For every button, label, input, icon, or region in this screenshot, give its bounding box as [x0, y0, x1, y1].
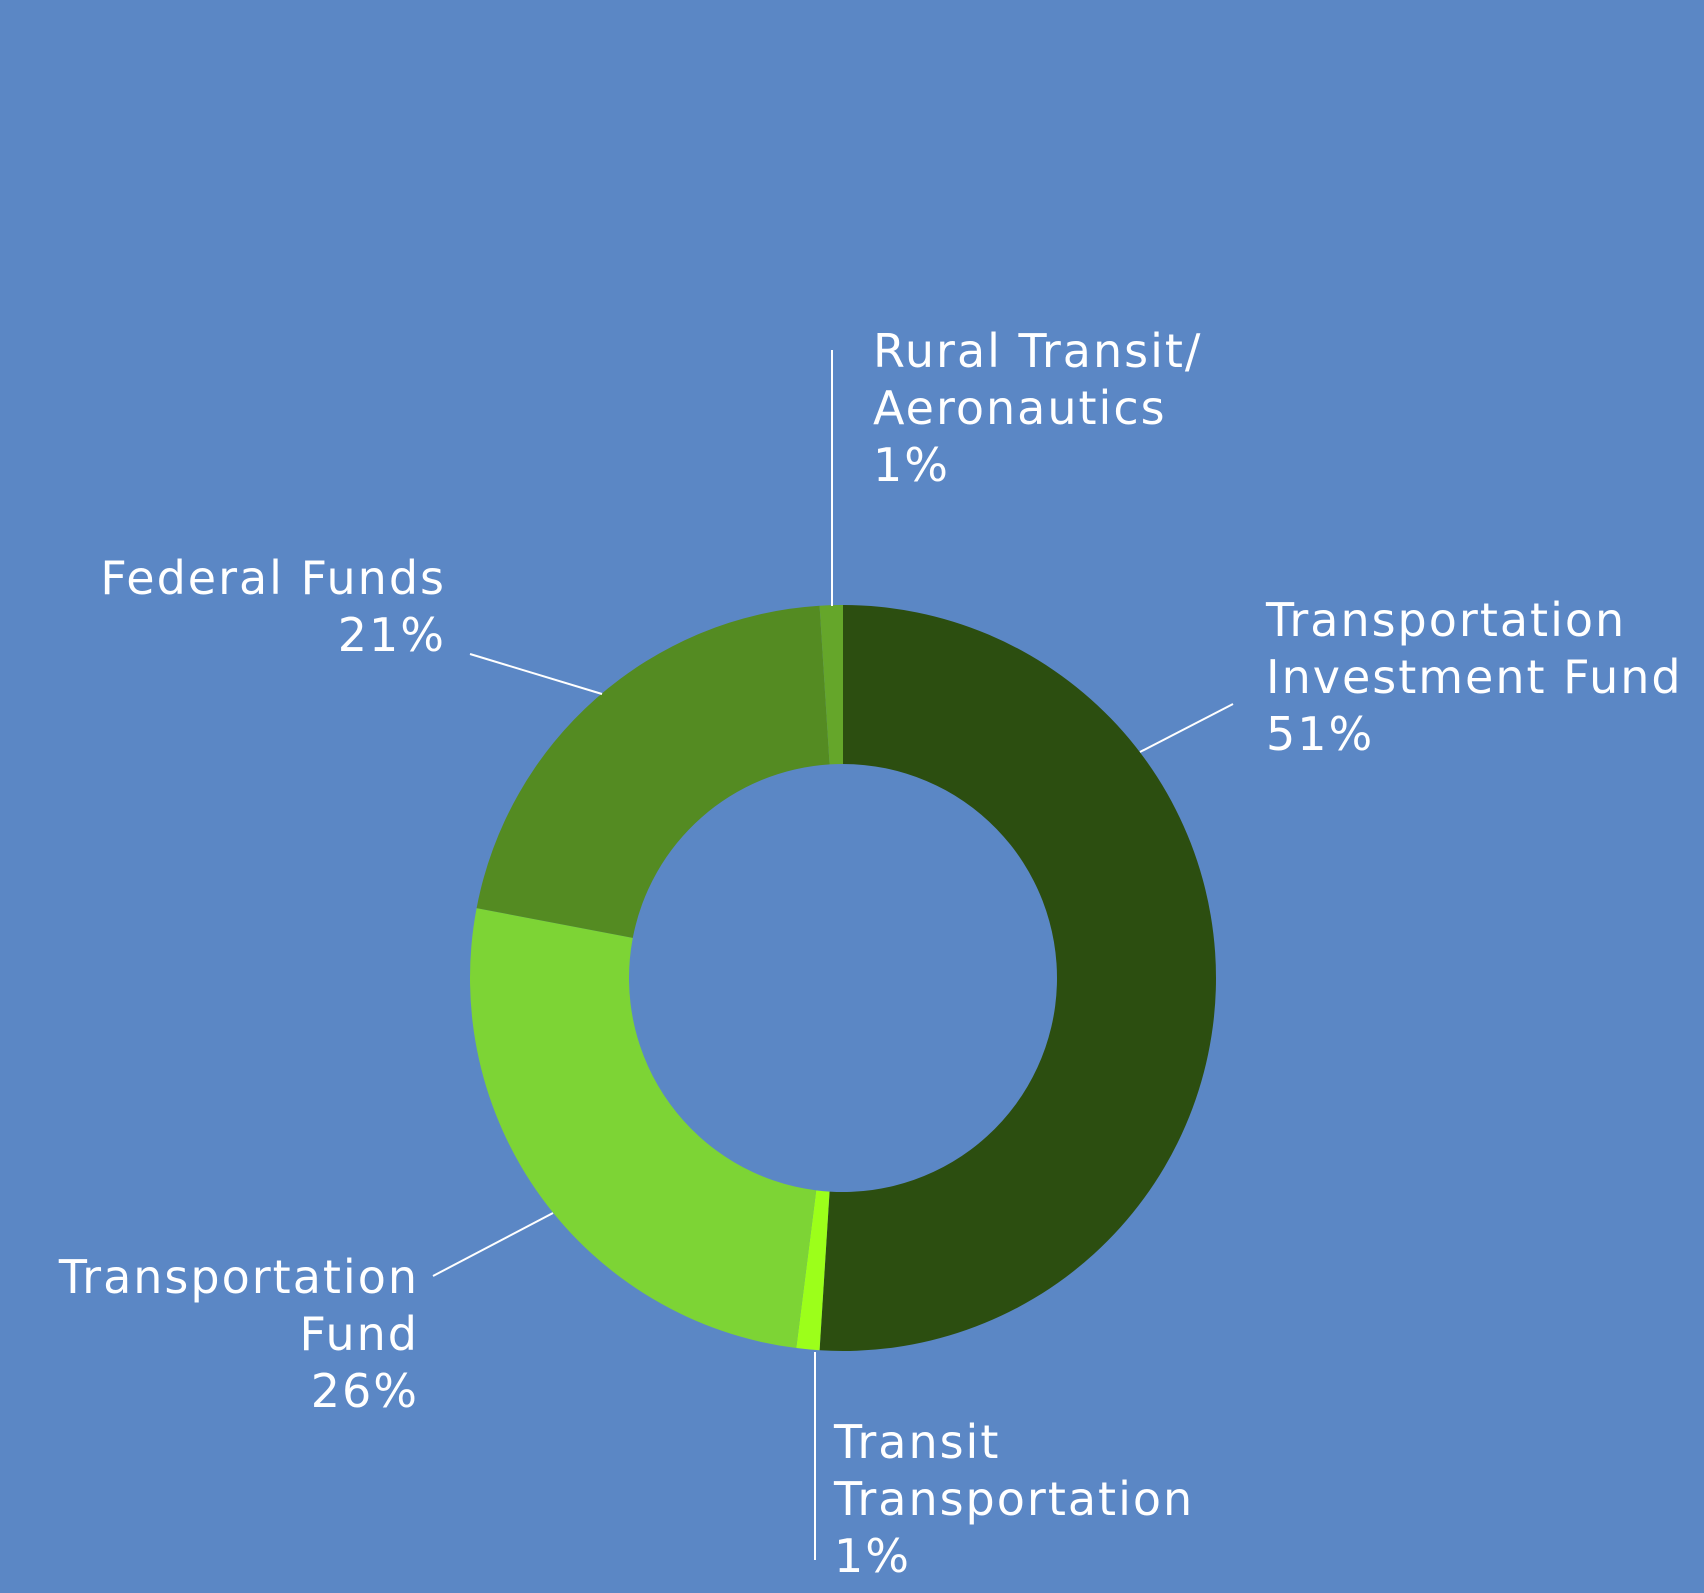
slice-labels: Transportation Investment Fund 51%Transit T… — [58, 324, 1683, 1583]
slice-label-federal-funds: Federal Funds 21% — [100, 551, 446, 662]
slice-name-label: Transportation — [58, 1250, 419, 1304]
donut-slices — [469, 605, 1217, 1352]
slice-label-transportation-investment-fund: Transportation Investment Fund 51% — [1265, 593, 1683, 761]
slice-name-label: Transportation — [1265, 593, 1626, 647]
slice-transit-transportation — [796, 1190, 830, 1351]
leader-lines — [432, 350, 1234, 1560]
slice-transportation-fund — [469, 908, 817, 1349]
slice-percent-label: 21% — [338, 608, 446, 662]
slice-name-label: Aeronautics — [873, 381, 1167, 435]
slice-percent-label: 51% — [1266, 707, 1374, 761]
leader-line-transportation-investment-fund — [1139, 703, 1234, 753]
slice-federal-funds — [476, 605, 830, 938]
slice-label-transit-transportation: Transit Transportation 1% — [833, 1415, 1194, 1583]
slice-percent-label: 26% — [311, 1364, 419, 1418]
slice-name-label: Transportation — [833, 1472, 1194, 1526]
slice-name-label: Investment Fund — [1266, 650, 1683, 704]
slice-percent-label: 1% — [834, 1529, 911, 1583]
slice-name-label: Federal Funds — [100, 551, 446, 605]
leader-line-federal-funds — [469, 653, 603, 695]
slice-transportation-investment-fund — [819, 605, 1217, 1352]
slice-name-label: Rural Transit/ — [873, 324, 1202, 378]
slice-rural-transit-aeronautics — [819, 605, 843, 765]
slice-label-transportation-fund: Transportation Fund 26% — [58, 1250, 419, 1418]
slice-label-rural-transit-aeronautics: Rural Transit/Aeronautics 1% — [873, 324, 1202, 492]
slice-name-label: Transit — [833, 1415, 1000, 1469]
slice-name-label: Fund — [300, 1307, 419, 1361]
slice-percent-label: 1% — [873, 438, 950, 492]
leader-line-transportation-fund — [432, 1212, 554, 1277]
